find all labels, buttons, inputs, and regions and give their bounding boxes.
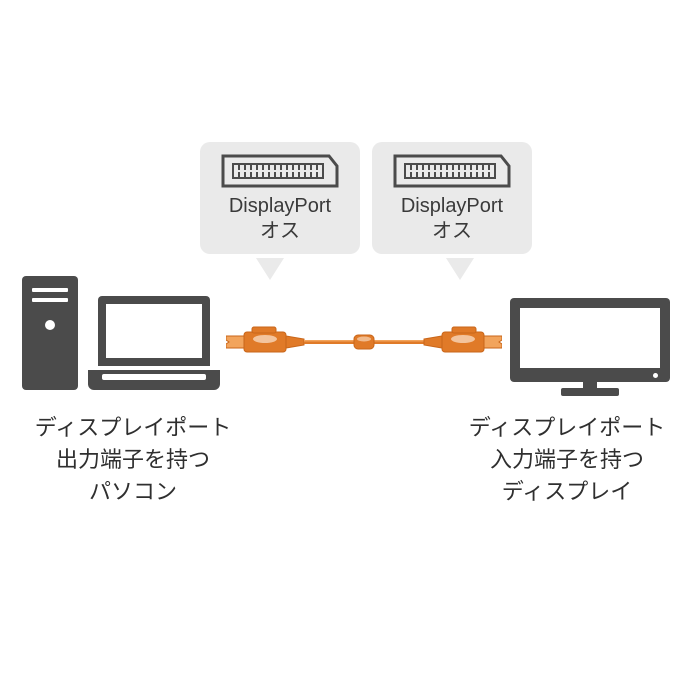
laptop-icon — [88, 296, 220, 390]
displayport-cable — [226, 322, 502, 362]
callout-right-tail — [446, 258, 474, 280]
callout-left-sub: オス — [214, 218, 346, 244]
display-device — [510, 298, 670, 396]
monitor-icon — [510, 298, 670, 382]
displayport-male-icon — [393, 154, 511, 188]
caption-source: ディスプレイポート 出力端子を持つ パソコン — [18, 412, 248, 508]
displayport-male-icon — [221, 154, 339, 188]
caption-display: ディスプレイポート 入力端子を持つ ディスプレイ — [452, 412, 682, 508]
callout-right-sub: オス — [386, 218, 518, 244]
callout-left-title: DisplayPort — [214, 194, 346, 218]
callout-left: DisplayPort オス — [200, 142, 360, 254]
callout-right: DisplayPort オス — [372, 142, 532, 254]
source-devices — [22, 276, 232, 396]
desktop-tower-icon — [22, 276, 78, 390]
callout-left-tail — [256, 258, 284, 280]
callout-right-title: DisplayPort — [386, 194, 518, 218]
